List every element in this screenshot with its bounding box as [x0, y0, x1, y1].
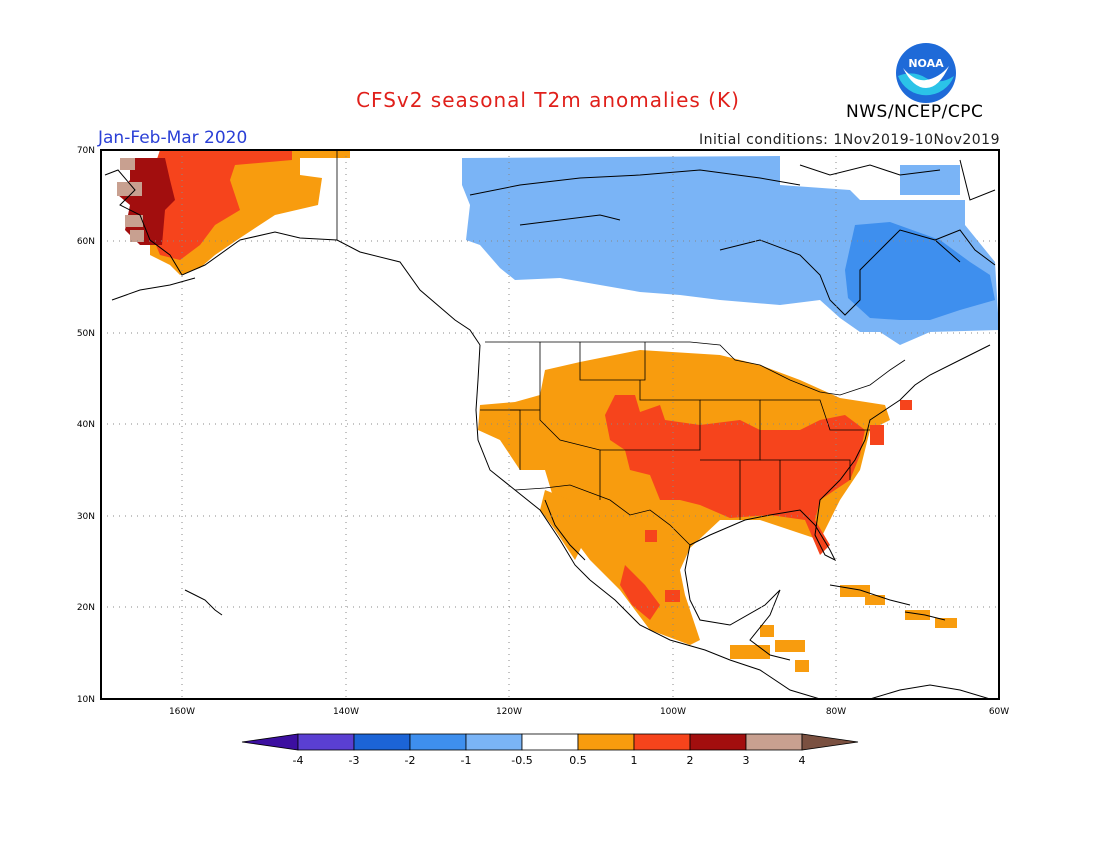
coastlines: [104, 159, 996, 699]
colorbar-seg-5: [521, 733, 579, 751]
colorbar-label-p1: 1: [631, 754, 638, 767]
agency-label: NWS/NCEP/CPC: [846, 102, 984, 122]
colorbar-seg-7: [633, 733, 691, 751]
colorbar-seg-3: [409, 733, 467, 751]
border-states-10: [480, 409, 521, 470]
anomaly-pos-mexico-strong-3: [645, 530, 657, 542]
lon-label-60w: 60W: [989, 707, 1009, 717]
period-label: Jan-Feb-Mar 2020: [98, 128, 248, 148]
lat-label-50: 50N: [77, 329, 95, 339]
anomaly-pos-alaska-tan1: [120, 158, 135, 170]
lat-label-20: 20N: [77, 603, 95, 613]
coast-southam: [869, 684, 991, 699]
colorbar-seg-8: [689, 733, 747, 751]
anomaly-neg-baffin: [900, 165, 960, 195]
coast-hawaii: [184, 589, 223, 616]
coast-arctic-2: [519, 214, 621, 226]
coast-cuba: [829, 584, 911, 606]
anomaly-neg-canada-east: [845, 222, 995, 320]
colorbar: [241, 733, 859, 751]
lon-label-80w: 80W: [826, 707, 846, 717]
chart-title: CFSv2 seasonal T2m anomalies (K): [356, 88, 740, 112]
political-borders: [336, 150, 906, 546]
lat-label-40: 40N: [77, 420, 95, 430]
border-states-5: [760, 399, 870, 431]
lon-label-100w: 100W: [660, 707, 686, 717]
border-states-2: [579, 342, 646, 381]
colorbar-label-p05: 0.5: [569, 754, 587, 767]
anomaly-pos-pr: [935, 618, 957, 628]
coast-mexico-west: [589, 579, 821, 699]
anomaly-pos-alaska-tan3: [125, 215, 143, 227]
lat-label-10: 10N: [77, 695, 95, 705]
anomaly-pos-mexico-strong: [620, 565, 660, 620]
coast-hudson: [719, 229, 961, 316]
colorbar-labels: -4 -3 -2 -1 -0.5 0.5 1 2 3 4: [293, 754, 806, 767]
coast-arctic-3: [799, 164, 941, 176]
colorbar-label-m4: -4: [293, 754, 304, 767]
colorbar-seg-2: [353, 733, 411, 751]
anomaly-pos-us-strong: [605, 395, 865, 555]
anomaly-pos-centralam-1: [730, 645, 770, 659]
colorbar-label-m3: -3: [349, 754, 360, 767]
anomaly-pos-centralam-4: [795, 660, 809, 672]
anomaly-pos-ne-red: [870, 425, 884, 445]
initial-conditions-label: Initial conditions: 1Nov2019-10Nov2019: [698, 132, 1000, 148]
anomaly-pos-alaska-tan2: [117, 182, 142, 196]
lat-label-60: 60N: [77, 237, 95, 247]
colorbar-seg-4: [465, 733, 523, 751]
lat-label-70: 70N: [77, 146, 95, 156]
anomaly-pos-alaska-tan4: [130, 230, 144, 242]
coast-westus: [475, 344, 591, 581]
coast-gulf-us: [689, 344, 991, 562]
colorbar-label-p4: 4: [799, 754, 806, 767]
noaa-logo-text: NOAA: [908, 57, 944, 70]
colorbar-seg-6: [577, 733, 635, 751]
colorbar-low-arrow: [241, 733, 299, 751]
lon-label-160w: 160W: [169, 707, 195, 717]
border-states-6: [760, 459, 851, 480]
coast-aleutians: [111, 277, 196, 301]
colorbar-label-p3: 3: [743, 754, 750, 767]
lon-label-120w: 120W: [496, 707, 522, 717]
anomaly-pos-centralam-2: [775, 640, 805, 652]
colorbar-label-m2: -2: [405, 754, 416, 767]
colorbar-label-p2: 2: [687, 754, 694, 767]
coast-alaska: [104, 169, 481, 346]
lon-labels: 160W 140W 120W 100W 80W 60W: [169, 707, 1009, 717]
coast-labrador: [934, 229, 996, 266]
border-us-canada: [485, 341, 906, 396]
border-states-1: [539, 342, 601, 500]
colorbar-label-m1: -1: [461, 754, 472, 767]
colorbar-seg-1: [297, 733, 355, 751]
anomaly-pos-cuba-2: [865, 595, 885, 605]
coast-baja: [544, 499, 586, 561]
border-us-mexico: [514, 484, 691, 546]
noaa-logo: NOAA: [893, 40, 959, 110]
map-frame: [100, 149, 1000, 700]
coast-hispaniola: [904, 611, 946, 621]
lat-labels: 70N 60N 50N 40N 30N 20N 10N: [77, 146, 95, 705]
anomaly-pos-alaska-strong: [150, 150, 292, 260]
anomaly-pos-centralam-3: [760, 625, 774, 637]
anomaly-pos-mexico-strong-2: [665, 590, 680, 602]
colorbar-high-arrow: [801, 733, 859, 751]
anomaly-pos-hispaniola: [905, 610, 930, 620]
anomaly-pos-mexico-baja: [540, 490, 585, 560]
lon-label-140w: 140W: [333, 707, 359, 717]
coast-arctic: [469, 169, 801, 196]
lat-label-30: 30N: [77, 512, 95, 522]
anomaly-pos-ne-red-2: [900, 400, 912, 410]
coast-greenland: [959, 159, 996, 201]
colorbar-label-m05: -0.5: [511, 754, 532, 767]
border-states-4: [700, 399, 761, 461]
colorbar-seg-9: [745, 733, 803, 751]
coast-gulf: [684, 544, 791, 661]
